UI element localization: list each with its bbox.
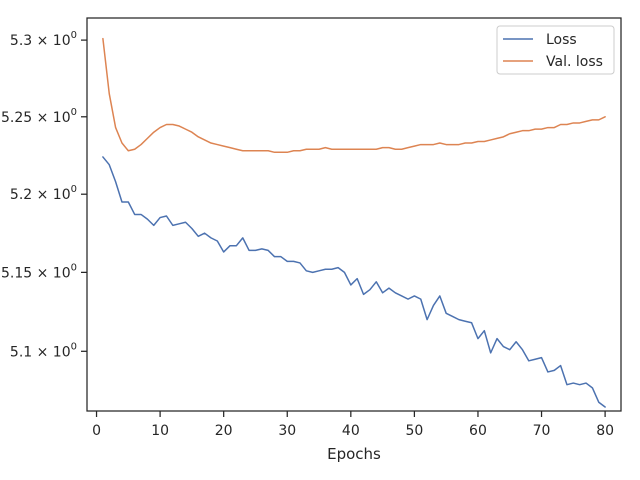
series-layer: [102, 37, 606, 408]
y-tick-label: 5.25 × 100: [1, 107, 77, 126]
y-tick-label: 5.15 × 100: [1, 262, 77, 281]
series-line-val-loss: [102, 37, 606, 154]
x-axis: 0 10 20 30 40 50 60 70 80: [92, 411, 614, 439]
series-line-loss: [102, 156, 606, 408]
x-tick-label: 80: [596, 423, 614, 439]
y-tick-label: 5.3 × 100: [10, 30, 77, 49]
x-tick-label: 20: [215, 423, 233, 439]
y-tick-label: 5.1 × 100: [10, 341, 77, 360]
y-tick-label: 5.2 × 100: [10, 184, 77, 203]
legend-label: Val. loss: [546, 54, 603, 70]
legend-label: Loss: [546, 32, 577, 48]
x-tick-label: 60: [469, 423, 487, 439]
legend-box: [496, 25, 615, 75]
legend: Loss Val. loss: [496, 25, 615, 75]
y-axis: 5.1 × 100 5.15 × 100 5.2 × 100 5.25 × 100 5.…: [1, 30, 87, 360]
x-tick-label: 50: [405, 423, 423, 439]
x-tick-label: 10: [151, 423, 169, 439]
x-tick-label: 40: [342, 423, 360, 439]
plot-frame: [86, 17, 622, 412]
x-tick-label: 0: [92, 423, 101, 439]
x-tick-label: 30: [278, 423, 296, 439]
x-tick-label: 70: [533, 423, 551, 439]
x-axis-title: Epochs: [327, 445, 381, 463]
